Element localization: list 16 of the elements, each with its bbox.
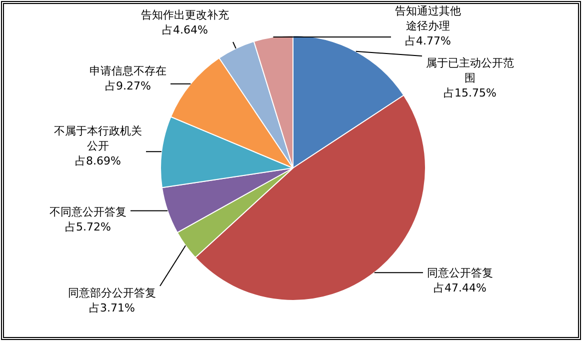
slice-label: 不同意公开答复 bbox=[50, 205, 126, 218]
slice-label: 不属于本行政机关公开 bbox=[54, 124, 142, 152]
slice-label: 告知作出更改补充 bbox=[141, 8, 229, 22]
slice-label: 同意公开答复 bbox=[427, 266, 493, 280]
data-label: 占47.44% bbox=[434, 281, 486, 294]
data-label: 占9.27% bbox=[105, 79, 151, 92]
data-label: 占5.72% bbox=[65, 220, 111, 234]
data-label: 占4.77% bbox=[405, 34, 451, 48]
data-label: 占3.71% bbox=[89, 301, 135, 314]
data-label: 占8.69% bbox=[75, 154, 121, 168]
slice-label: 告知通过其他途径办理 bbox=[395, 4, 461, 32]
data-label: 占15.75% bbox=[444, 86, 496, 100]
slice-label: 申请信息不存在 bbox=[90, 64, 166, 78]
slice-label: 属于已主动公开范围 bbox=[426, 56, 514, 84]
slice-label: 同意部分公开答复 bbox=[68, 286, 156, 300]
data-label: 占4.64% bbox=[162, 23, 208, 36]
